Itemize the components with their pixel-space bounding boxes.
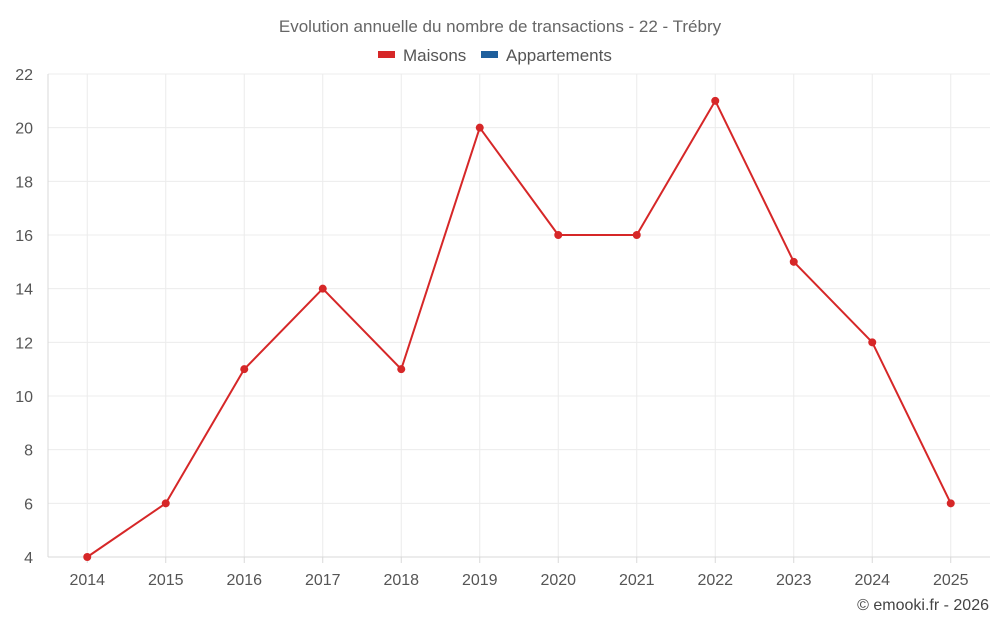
x-tick-label: 2020: [540, 572, 576, 589]
y-axis-tick-labels: 4 6 8 10 12 14 16 18 20 22: [15, 67, 33, 567]
y-tick-label: 10: [15, 389, 33, 406]
x-tick-label: 2021: [619, 572, 655, 589]
plot-area: [83, 96, 955, 561]
y-tick-label: 16: [15, 228, 33, 245]
legend-swatch-appartements: [481, 51, 498, 58]
legend: Maisons Appartements: [378, 46, 612, 65]
data-point-maisons[interactable]: [318, 284, 327, 293]
data-point-maisons[interactable]: [868, 338, 877, 347]
credit-text: © emooki.fr - 2026: [857, 597, 989, 614]
x-tick-label: 2019: [462, 572, 498, 589]
x-tick-label: 2022: [697, 572, 733, 589]
legend-item-maisons[interactable]: Maisons: [378, 46, 466, 65]
axes: [47, 74, 990, 563]
y-tick-label: 18: [15, 174, 33, 191]
y-tick-label: 6: [24, 496, 33, 513]
x-tick-label: 2024: [854, 572, 890, 589]
x-tick-label: 2016: [226, 572, 262, 589]
legend-label-appartements: Appartements: [506, 46, 612, 65]
data-point-maisons[interactable]: [240, 365, 249, 374]
y-tick-label: 22: [15, 67, 33, 84]
y-tick-label: 12: [15, 335, 33, 352]
grid: [48, 73, 990, 558]
x-tick-label: 2015: [148, 572, 184, 589]
y-tick-label: 14: [15, 282, 33, 299]
series-line-maisons: [86, 99, 952, 558]
legend-item-appartements[interactable]: Appartements: [481, 46, 612, 65]
y-tick-label: 4: [24, 550, 33, 567]
y-tick-label: 20: [15, 121, 33, 138]
chart-title: Evolution annuelle du nombre de transact…: [279, 17, 722, 36]
data-point-maisons[interactable]: [161, 499, 170, 508]
data-point-maisons[interactable]: [632, 231, 641, 239]
data-point-maisons[interactable]: [397, 365, 406, 374]
x-tick-label: 2017: [305, 572, 341, 589]
data-point-maisons[interactable]: [946, 499, 955, 508]
data-point-maisons[interactable]: [83, 553, 92, 561]
y-tick-label: 8: [24, 443, 33, 460]
x-tick-label: 2025: [933, 572, 969, 589]
x-tick-label: 2014: [69, 572, 105, 589]
data-point-maisons[interactable]: [475, 123, 484, 132]
data-point-maisons[interactable]: [554, 231, 563, 239]
x-tick-label: 2018: [383, 572, 419, 589]
data-point-maisons[interactable]: [789, 257, 798, 266]
legend-label-maisons: Maisons: [403, 46, 466, 65]
legend-swatch-maisons: [378, 51, 395, 58]
data-point-maisons[interactable]: [711, 96, 720, 105]
x-axis-tick-labels: 2014 2015 2016 2017 2018 2019 2020 2021 2022 2023…: [69, 572, 968, 589]
x-tick-label: 2023: [776, 572, 812, 589]
